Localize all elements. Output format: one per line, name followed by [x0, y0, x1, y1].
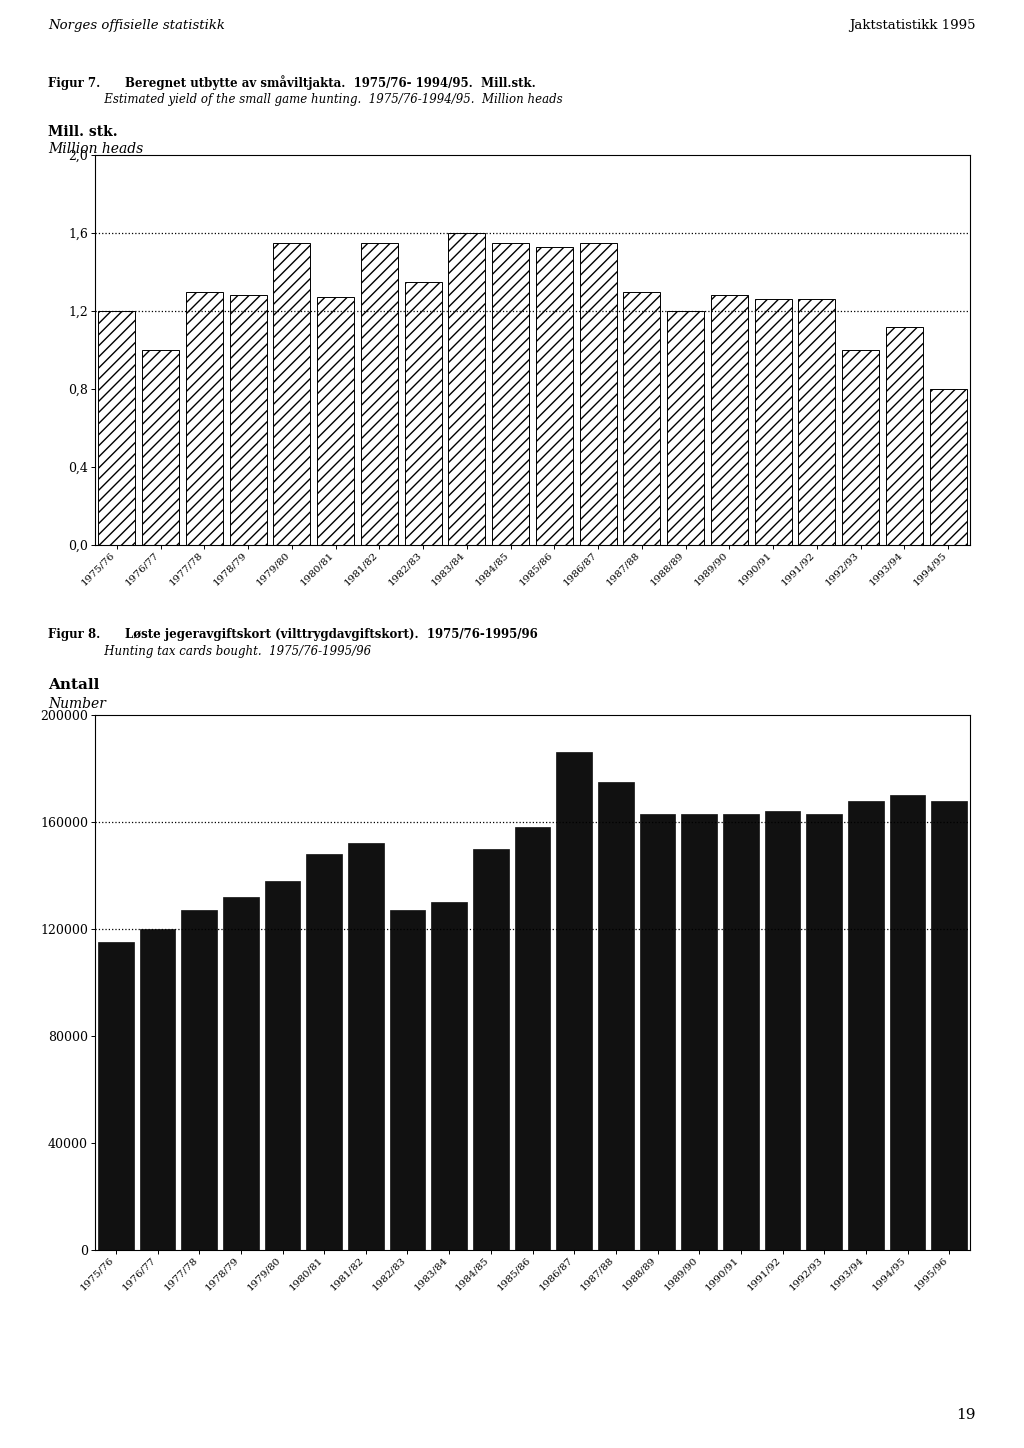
Bar: [598, 782, 634, 1250]
Bar: [640, 814, 675, 1250]
Text: Norges offisielle statistikk: Norges offisielle statistikk: [48, 19, 225, 32]
Text: Jaktstatistikk 1995: Jaktstatistikk 1995: [849, 19, 976, 32]
Bar: [842, 350, 880, 544]
Bar: [711, 295, 748, 544]
Bar: [449, 233, 485, 544]
Bar: [142, 350, 179, 544]
Bar: [348, 843, 384, 1250]
Bar: [765, 811, 800, 1250]
Bar: [681, 814, 717, 1250]
Bar: [181, 911, 217, 1250]
Bar: [536, 246, 573, 544]
Bar: [229, 295, 266, 544]
Bar: [755, 300, 792, 544]
Text: Antall: Antall: [48, 678, 99, 692]
Text: Hunting tax cards bought.  1975/76-1995/96: Hunting tax cards bought. 1975/76-1995/9…: [48, 644, 372, 657]
Bar: [317, 297, 354, 544]
Bar: [360, 243, 398, 544]
Bar: [404, 282, 441, 544]
Bar: [807, 814, 842, 1250]
Bar: [624, 291, 660, 544]
Bar: [223, 896, 258, 1250]
Bar: [98, 311, 135, 544]
Bar: [890, 795, 926, 1250]
Bar: [273, 243, 310, 544]
Bar: [799, 300, 836, 544]
Bar: [667, 311, 705, 544]
Bar: [265, 880, 300, 1250]
Bar: [98, 943, 133, 1250]
Bar: [185, 291, 223, 544]
Bar: [390, 911, 425, 1250]
Bar: [492, 243, 529, 544]
Bar: [431, 902, 467, 1250]
Text: Figur 7.      Beregnet utbytte av småviltjakta.  1975/76- 1994/95.  Mill.stk.: Figur 7. Beregnet utbytte av småviltjakt…: [48, 75, 536, 90]
Text: Number: Number: [48, 696, 106, 711]
Bar: [473, 849, 509, 1250]
Text: Figur 8.      Løste jegeravgiftskort (vilttrygdavgiftskort).  1975/76-1995/96: Figur 8. Løste jegeravgiftskort (vilttry…: [48, 628, 538, 641]
Bar: [848, 801, 884, 1250]
Bar: [515, 827, 550, 1250]
Text: Million heads: Million heads: [48, 142, 143, 156]
Bar: [930, 390, 967, 544]
Bar: [723, 814, 759, 1250]
Text: Estimated yield of the small game hunting.  1975/76-1994/95.  Million heads: Estimated yield of the small game huntin…: [48, 93, 563, 106]
Bar: [140, 930, 175, 1250]
Text: 19: 19: [956, 1407, 976, 1422]
Bar: [580, 243, 616, 544]
Text: Mill. stk.: Mill. stk.: [48, 125, 118, 139]
Bar: [932, 801, 967, 1250]
Bar: [306, 854, 342, 1250]
Bar: [886, 327, 923, 544]
Bar: [556, 753, 592, 1250]
